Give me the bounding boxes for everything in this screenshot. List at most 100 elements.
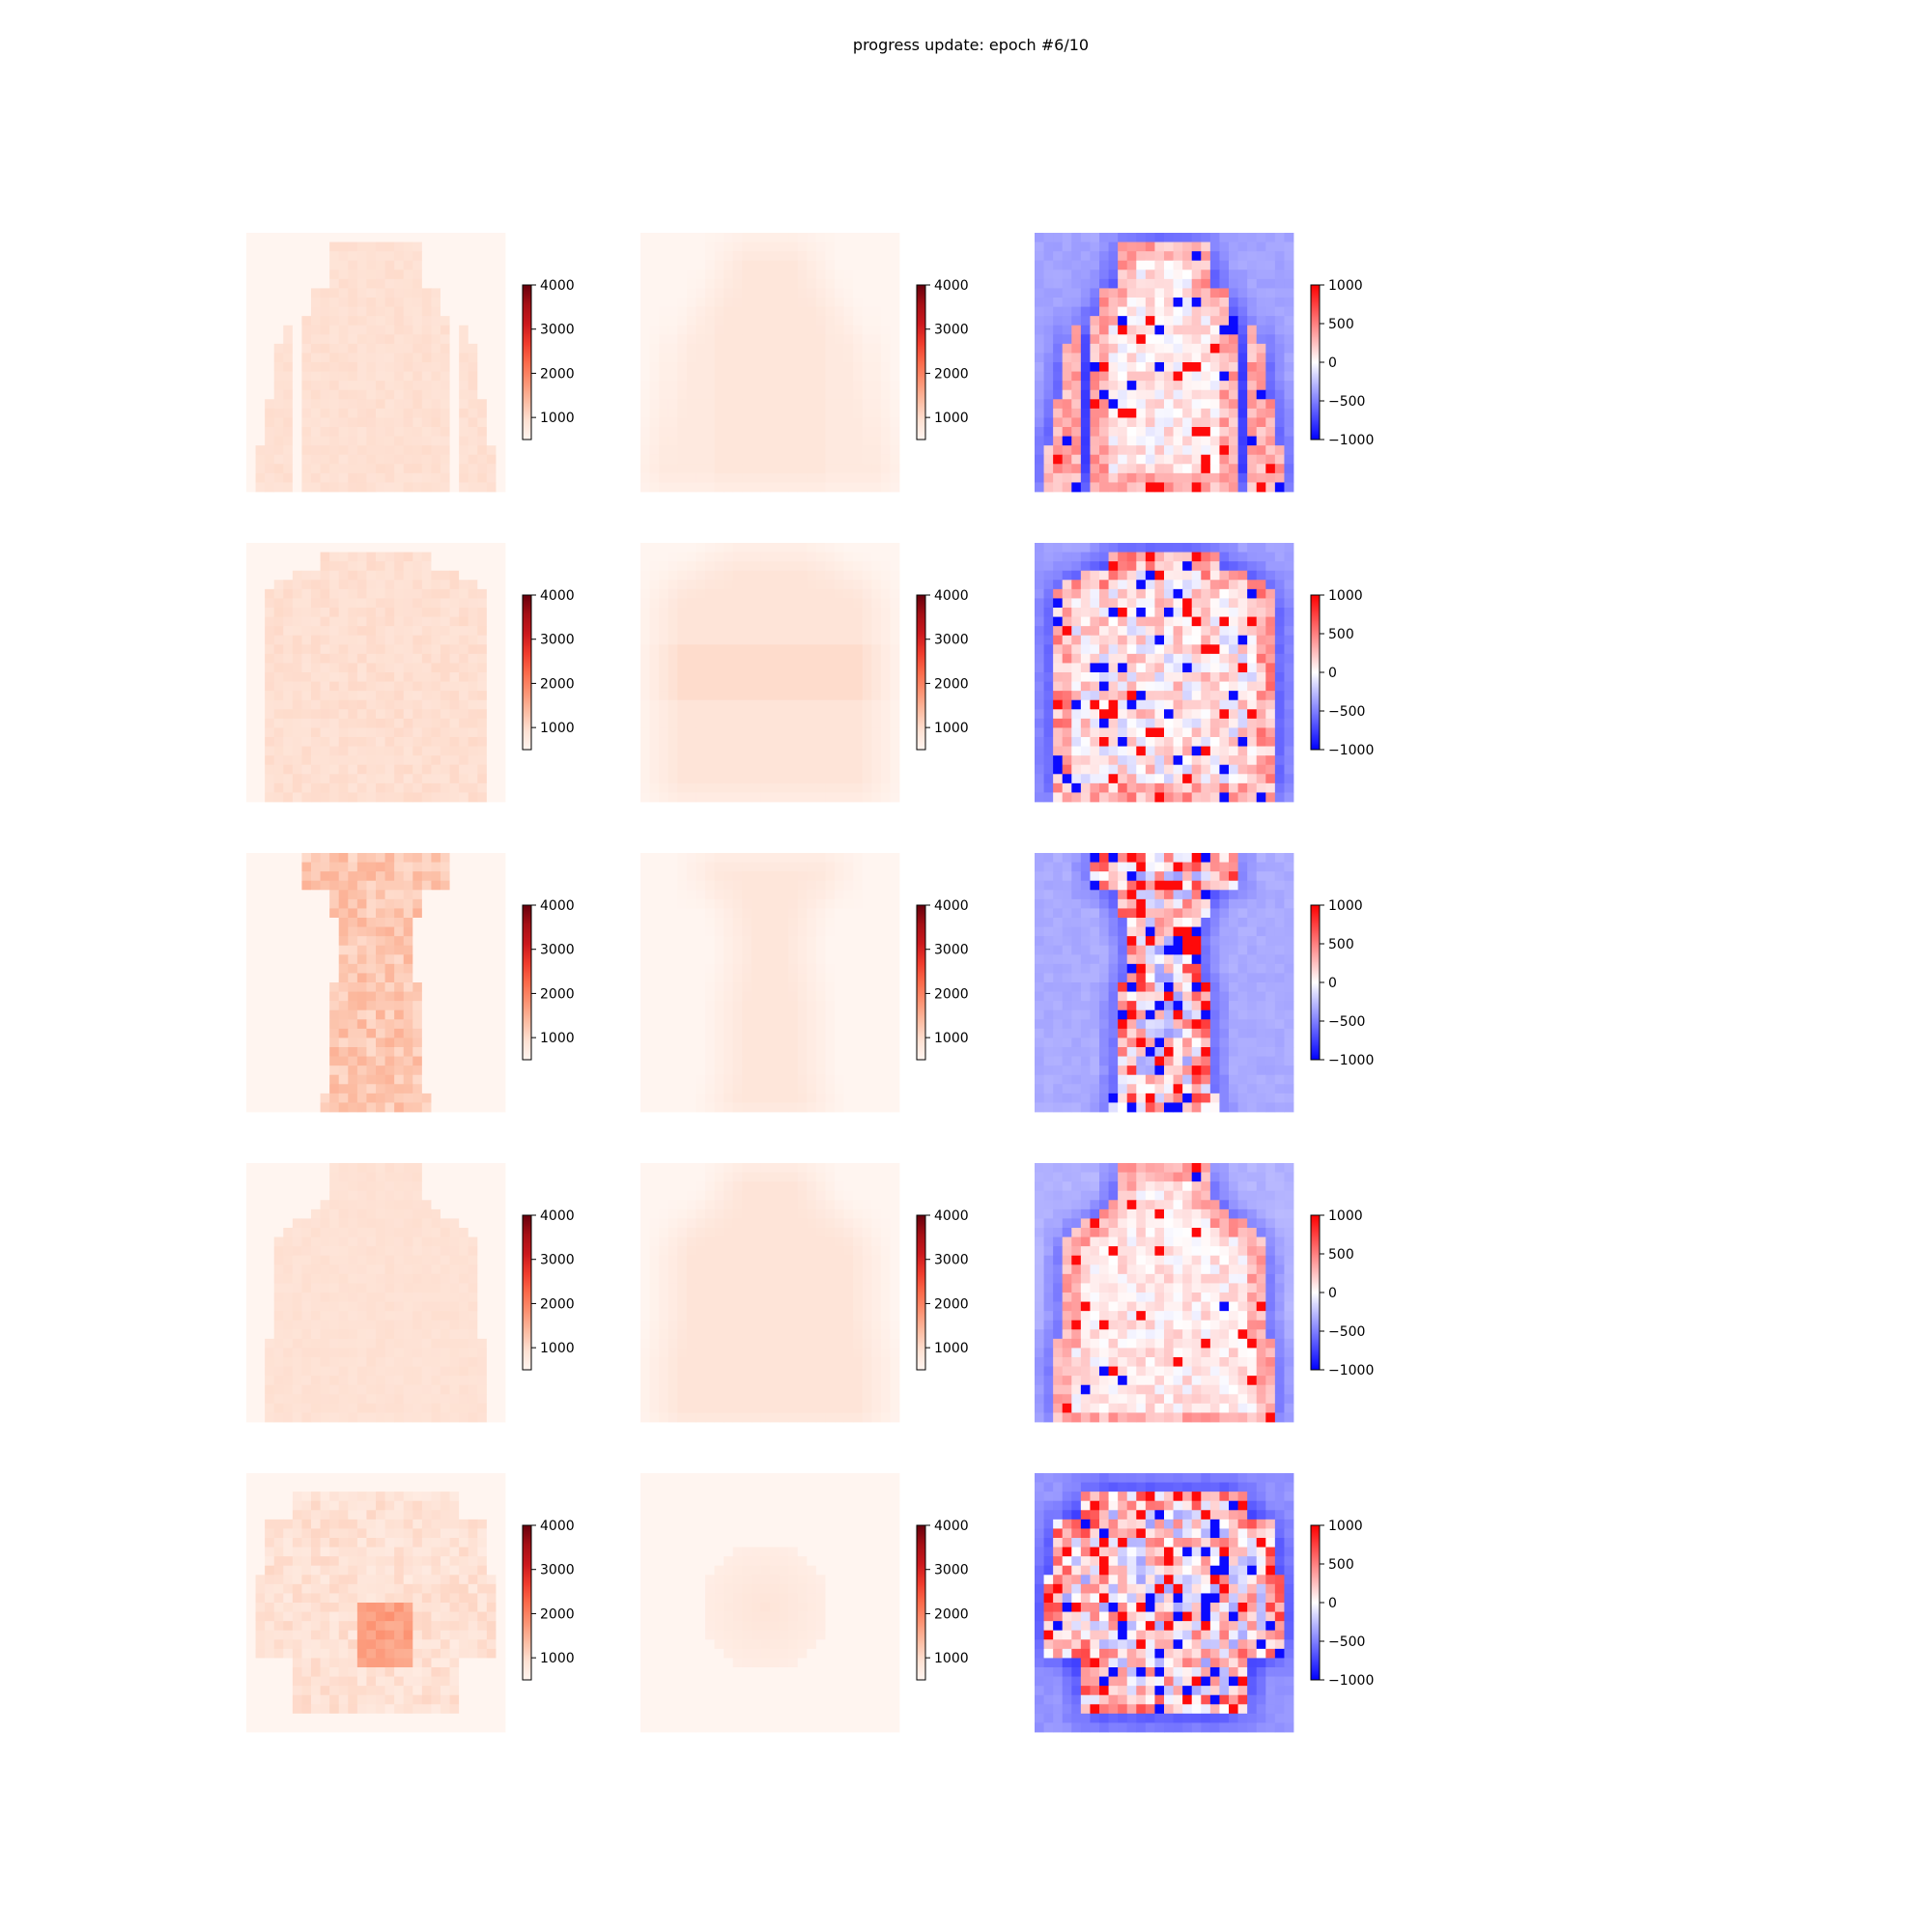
heatmap-cell bbox=[1237, 580, 1248, 590]
heatmap-cell bbox=[384, 908, 395, 919]
heatmap-cell bbox=[825, 580, 836, 590]
heatmap-cell bbox=[760, 316, 771, 327]
heatmap-cell bbox=[640, 598, 650, 609]
heatmap-cell bbox=[742, 608, 753, 617]
heatmap-cell bbox=[1247, 755, 1258, 766]
colorbar-tick-label: −500 bbox=[1328, 704, 1365, 720]
heatmap-cell bbox=[486, 663, 497, 673]
heatmap-cell bbox=[1237, 727, 1248, 738]
heatmap-cell bbox=[477, 598, 488, 609]
heatmap-cell bbox=[1080, 353, 1091, 363]
heatmap-cell bbox=[751, 570, 761, 581]
heatmap-cell bbox=[862, 782, 872, 793]
heatmap-cell bbox=[788, 242, 799, 252]
heatmap-cell bbox=[338, 408, 349, 418]
heatmap-cell bbox=[770, 362, 780, 372]
heatmap-cell bbox=[311, 691, 321, 701]
heatmap-cell bbox=[1043, 464, 1054, 474]
heatmap-cell bbox=[815, 580, 826, 590]
heatmap-cell bbox=[1062, 445, 1072, 456]
heatmap-cell bbox=[421, 417, 432, 428]
heatmap-cell bbox=[273, 653, 284, 664]
heatmap-cell bbox=[696, 278, 706, 289]
heatmap-cell bbox=[265, 436, 275, 446]
heatmap-cell bbox=[1182, 417, 1193, 428]
heatmap-cell bbox=[779, 626, 789, 637]
heatmap-cell bbox=[1043, 672, 1054, 682]
heatmap-cell bbox=[459, 472, 469, 483]
heatmap-cell bbox=[1090, 381, 1100, 391]
heatmap-cell bbox=[403, 616, 413, 627]
heatmap-cell bbox=[807, 663, 817, 673]
heatmap-cell bbox=[338, 427, 349, 437]
heatmap-cell bbox=[686, 608, 696, 617]
heatmap-cell bbox=[440, 464, 450, 474]
heatmap-cell bbox=[449, 260, 460, 270]
heatmap-cell bbox=[1043, 260, 1054, 270]
heatmap-cell bbox=[265, 782, 275, 793]
heatmap-cell bbox=[394, 427, 405, 437]
heatmap-cell bbox=[486, 598, 497, 609]
heatmap-cell bbox=[696, 316, 706, 327]
heatmap-cell bbox=[1284, 445, 1294, 456]
heatmap-cell bbox=[853, 727, 864, 738]
heatmap-cell bbox=[880, 653, 891, 664]
heatmap-cell bbox=[1136, 570, 1147, 581]
heatmap-cell bbox=[1182, 464, 1193, 474]
heatmap-cell bbox=[770, 663, 780, 673]
heatmap-cell bbox=[468, 561, 478, 572]
heatmap-cell bbox=[696, 353, 706, 363]
heatmap-cell bbox=[677, 371, 688, 382]
heatmap-cell bbox=[1274, 427, 1285, 437]
heatmap-cell bbox=[421, 306, 432, 317]
heatmap-cell bbox=[273, 306, 284, 317]
heatmap-cell bbox=[246, 608, 256, 617]
heatmap-cell bbox=[273, 580, 284, 590]
heatmap-cell bbox=[421, 782, 432, 793]
heatmap-cell bbox=[1219, 260, 1230, 270]
heatmap-cell bbox=[1118, 570, 1128, 581]
heatmap-cell bbox=[640, 334, 650, 345]
heatmap-cell bbox=[1090, 233, 1100, 242]
heatmap-cell bbox=[1219, 371, 1230, 382]
heatmap-cell bbox=[403, 691, 413, 701]
heatmap-cell bbox=[751, 709, 761, 720]
heatmap-cell bbox=[1062, 681, 1072, 692]
heatmap-cell bbox=[283, 880, 294, 891]
heatmap-cell bbox=[301, 325, 312, 335]
heatmap-cell bbox=[1284, 454, 1294, 465]
heatmap-cell bbox=[376, 737, 385, 747]
heatmap-cell bbox=[1099, 755, 1109, 766]
heatmap-cell bbox=[403, 306, 413, 317]
heatmap-cell bbox=[246, 445, 256, 456]
heatmap-cell bbox=[320, 608, 330, 617]
heatmap-cell bbox=[311, 436, 321, 446]
heatmap-cell bbox=[659, 427, 669, 437]
heatmap-cell bbox=[356, 371, 367, 382]
heatmap-cell bbox=[825, 709, 836, 720]
heatmap-cell bbox=[1209, 588, 1220, 599]
heatmap-cell bbox=[1053, 427, 1064, 437]
heatmap-cell bbox=[459, 233, 469, 242]
heatmap-cell bbox=[807, 278, 817, 289]
heatmap-cell bbox=[1099, 334, 1109, 345]
heatmap-cell bbox=[1126, 626, 1137, 637]
heatmap-cell bbox=[459, 616, 469, 627]
heatmap-cell bbox=[742, 663, 753, 673]
heatmap-cell bbox=[751, 616, 761, 627]
heatmap-cell bbox=[1219, 782, 1230, 793]
heatmap-cell bbox=[255, 316, 266, 327]
heatmap-cell bbox=[677, 598, 688, 609]
heatmap-cell bbox=[403, 570, 413, 581]
heatmap-cell bbox=[1080, 343, 1091, 354]
heatmap-cell bbox=[760, 709, 771, 720]
heatmap-cell bbox=[1053, 417, 1064, 428]
heatmap-cell bbox=[1053, 737, 1064, 747]
heatmap-cell bbox=[659, 399, 669, 410]
heatmap-cell bbox=[329, 626, 340, 637]
heatmap-cell bbox=[265, 270, 275, 280]
heatmap-cell bbox=[1053, 543, 1064, 553]
heatmap-cell bbox=[283, 644, 294, 655]
heatmap-cell bbox=[338, 699, 349, 710]
